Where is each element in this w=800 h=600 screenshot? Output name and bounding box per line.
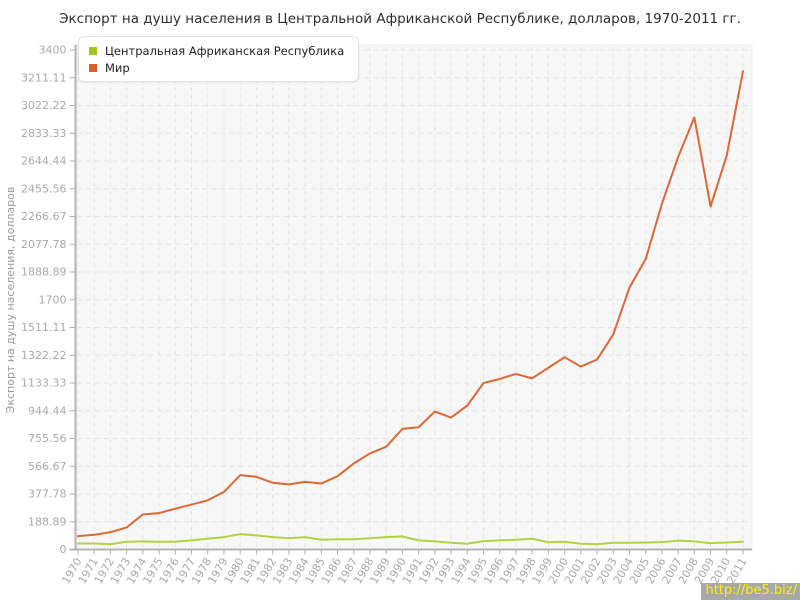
y-tick-label: 3022.22 <box>21 99 67 112</box>
legend-label: Мир <box>105 60 130 75</box>
y-tick-label: 1700 <box>39 293 67 306</box>
y-tick-label: 2266.67 <box>21 210 67 223</box>
y-axis-title: Экспорт на душу населения, долларов <box>4 187 17 414</box>
y-tick-label: 0 <box>60 543 67 556</box>
y-tick-label: 2077.78 <box>21 238 67 251</box>
y-tick-label: 944.44 <box>28 404 67 417</box>
y-tick-label: 2644.44 <box>21 155 67 168</box>
legend: Центральная Африканская Республика Мир <box>78 36 360 82</box>
y-tick-label: 3400 <box>39 44 67 57</box>
plot-area <box>75 44 753 550</box>
y-tick-label: 755.56 <box>28 432 67 445</box>
y-tick-label: 2455.56 <box>21 182 67 195</box>
series-line-central-african-republic <box>77 533 744 546</box>
y-tick-label: 566.67 <box>28 460 67 473</box>
y-tick-label: 188.89 <box>28 515 67 528</box>
y-tick-label: 1133.33 <box>21 377 67 390</box>
y-tick-label: 2833.33 <box>21 127 67 140</box>
watermark-link[interactable]: http://be5.biz/ <box>701 583 800 600</box>
series-line-world <box>77 70 744 538</box>
y-tick-label: 377.78 <box>28 488 67 501</box>
chart-title: Экспорт на душу населения в Центральной … <box>59 11 741 27</box>
y-tick-label: 3211.11 <box>21 71 67 84</box>
world-series-swatch-icon <box>89 63 97 72</box>
legend-label: Центральная Африканская Республика <box>105 43 345 58</box>
legend-item-world[interactable]: Мир <box>89 59 344 76</box>
y-tick-label: 1888.89 <box>21 266 67 279</box>
car-series-swatch-icon <box>89 46 97 55</box>
y-tick-label: 1322.22 <box>21 349 67 362</box>
y-tick-label: 1511.11 <box>21 321 67 334</box>
legend-item-central-african-republic[interactable]: Центральная Африканская Республика <box>89 42 344 59</box>
